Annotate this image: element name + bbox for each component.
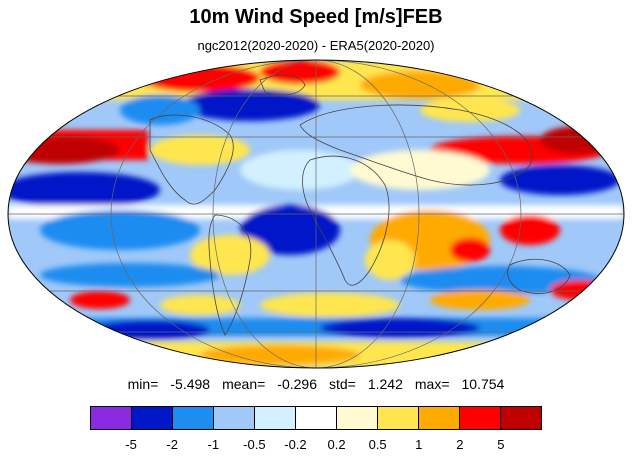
colorbar-label: -5 xyxy=(125,437,137,452)
colorbar-label: 2 xyxy=(456,437,464,452)
plot-title: 10m Wind Speed [m/s]FEB xyxy=(189,6,443,28)
stat-max-label: max= xyxy=(414,376,450,392)
map-border xyxy=(7,59,625,369)
colorbar-label: -2 xyxy=(166,437,178,452)
colorbar-cell xyxy=(132,407,173,429)
colorbar-label: 5 xyxy=(497,437,505,452)
colorbar-label: -1 xyxy=(207,437,220,452)
stat-mean-label: mean= xyxy=(222,376,266,392)
plot-subtitle: ngc2012(2020-2020) - ERA5(2020-2020) xyxy=(197,38,435,53)
stat-mean: -0.296 xyxy=(277,376,317,392)
colorbar-cell xyxy=(91,407,132,429)
colorbar-label: 0.2 xyxy=(327,437,346,452)
colorbar-cell xyxy=(173,407,214,429)
colorbar-cell xyxy=(337,407,378,429)
colorbar-cell xyxy=(460,407,501,429)
colorbar-cell xyxy=(378,407,419,429)
continent-outlines xyxy=(149,74,571,336)
stat-max: 10.754 xyxy=(461,376,505,392)
colorbar-labels: -5 -2 -1 -0.5 -0.2 0.2 0.5 1 2 5 xyxy=(90,437,542,455)
colorbar xyxy=(90,406,542,430)
colorbar-cell xyxy=(296,407,337,429)
stat-min-label: min= xyxy=(127,376,159,392)
colorbar-cell xyxy=(419,407,460,429)
colorbar-label: 1 xyxy=(415,437,423,452)
colorbar-cell xyxy=(501,407,541,429)
colorbar-label: 0.5 xyxy=(368,437,387,452)
colorbar-cell xyxy=(214,407,255,429)
statistics-line: min= -5.498 mean= -0.296 std= 1.242 max= 10.754 xyxy=(0,376,632,392)
stat-std-label: std= xyxy=(328,376,356,392)
stat-std: 1.242 xyxy=(367,376,403,392)
colorbar-cell xyxy=(255,407,296,429)
colorbar-label: -0.5 xyxy=(243,437,266,452)
stat-min: -5.498 xyxy=(170,376,211,392)
wind-field xyxy=(8,60,624,368)
colorbar-label: -0.2 xyxy=(284,437,307,452)
